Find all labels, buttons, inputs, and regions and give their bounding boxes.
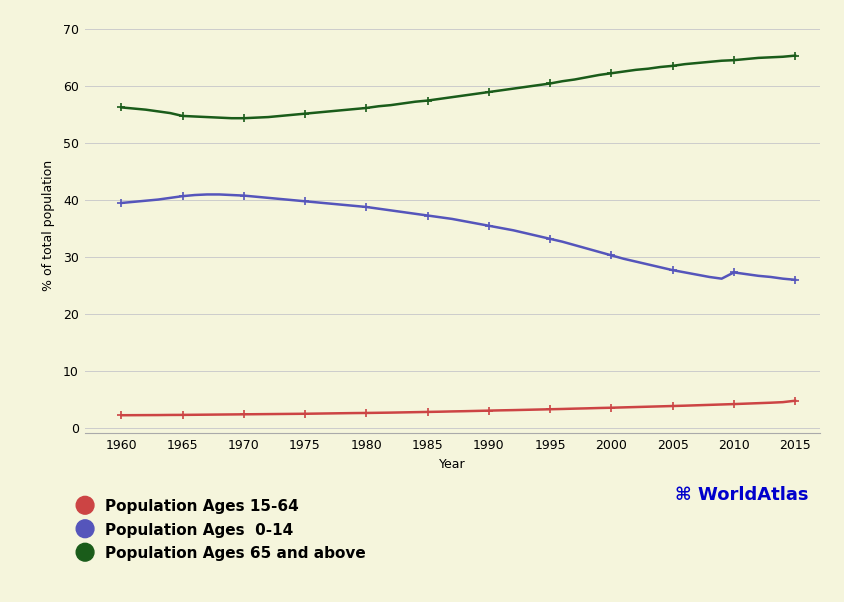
Text: ⌘ WorldAtlas: ⌘ WorldAtlas — [674, 486, 808, 504]
X-axis label: Year: Year — [438, 458, 465, 471]
Y-axis label: % of total population: % of total population — [41, 160, 55, 291]
Legend: Population Ages 15-64, Population Ages  0-14, Population Ages 65 and above: Population Ages 15-64, Population Ages 0… — [78, 499, 365, 561]
